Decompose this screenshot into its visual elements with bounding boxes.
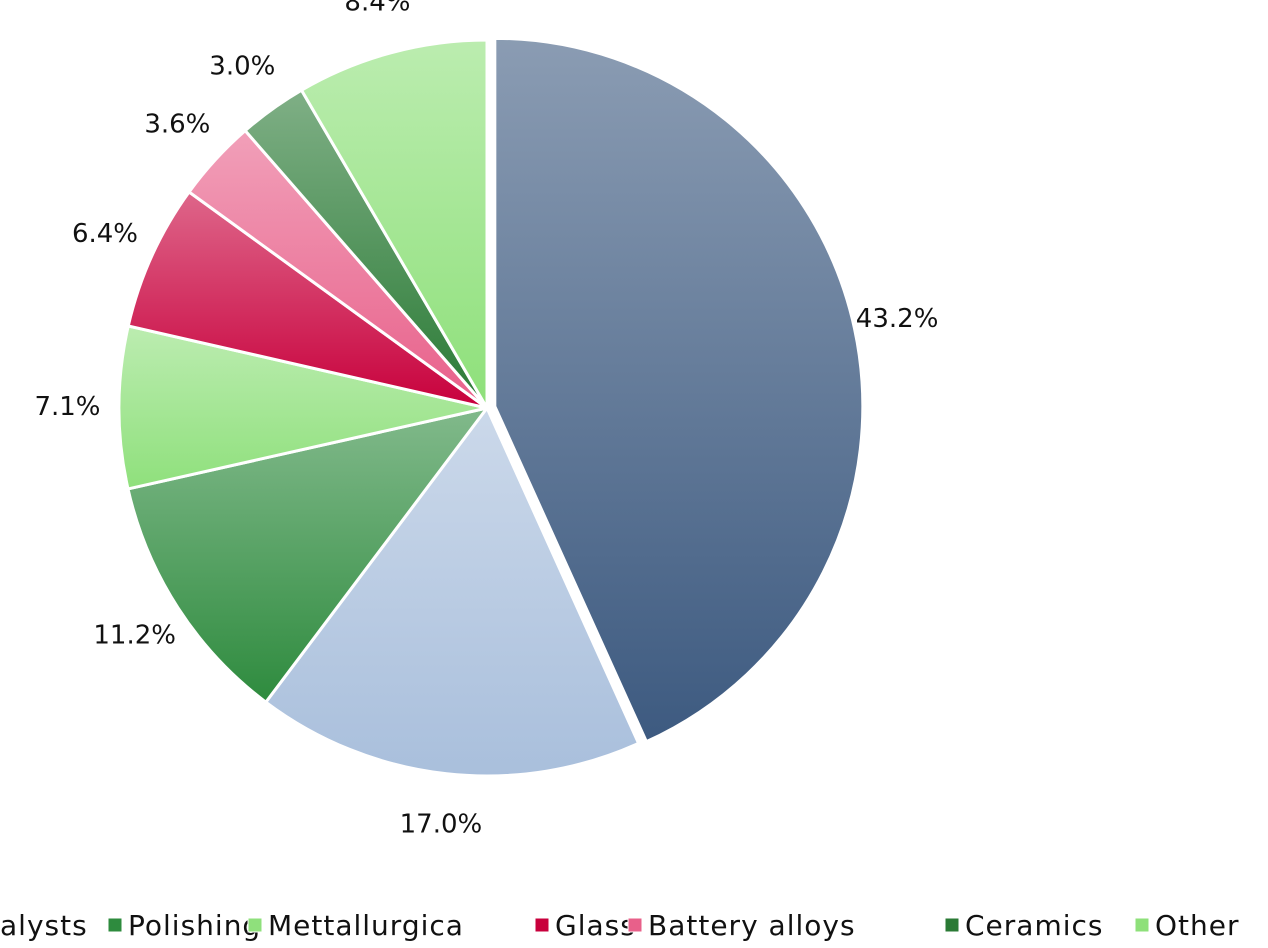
pie-slice xyxy=(299,38,489,414)
legend-swatch xyxy=(1134,917,1150,933)
pie-slice xyxy=(263,405,641,778)
data-label: 3.0% xyxy=(209,52,275,82)
data-label: 17.0% xyxy=(400,809,483,839)
legend-label: alysts xyxy=(0,909,88,942)
data-label: 11.2% xyxy=(93,620,176,650)
pie-slice xyxy=(126,405,491,705)
data-label: 6.4% xyxy=(72,219,138,249)
data-label: 43.2% xyxy=(856,304,939,334)
legend-swatch xyxy=(107,917,123,933)
legend-label: Polishing xyxy=(128,909,261,942)
pie-slice xyxy=(117,324,488,491)
pie-slice xyxy=(493,36,865,744)
legend-label: Glass xyxy=(555,909,636,942)
legend-swatch xyxy=(247,917,263,933)
legend-swatch xyxy=(534,917,550,933)
pie-slice xyxy=(126,189,488,410)
legend-swatch xyxy=(944,917,960,933)
legend-label: Battery alloys xyxy=(648,909,856,942)
legend-label: Other xyxy=(1155,909,1240,942)
data-label: 8.4% xyxy=(344,0,410,18)
data-label: 3.6% xyxy=(144,109,210,139)
data-label: 7.1% xyxy=(34,392,100,422)
legend-label: Ceramics xyxy=(965,909,1103,942)
legend-label: Mettallurgica xyxy=(268,909,464,942)
legend-swatch xyxy=(627,917,643,933)
